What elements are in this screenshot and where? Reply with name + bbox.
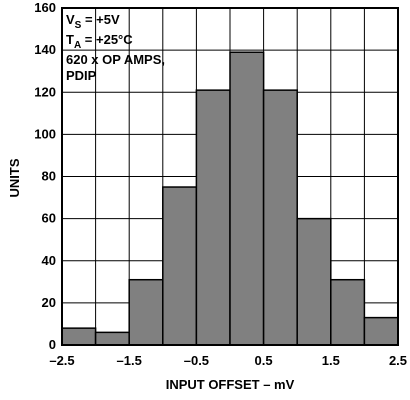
histogram-bar [296, 217, 332, 346]
conditions-annotation: VS = +5V TA = +25°C 620 x OP AMPS, PDIP [66, 12, 165, 83]
svg-text:VS = +5V: VS = +5V [66, 12, 120, 31]
y-axis-title: UNITS [7, 158, 22, 197]
y-tick-label: 140 [34, 42, 56, 57]
vs-symbol: V [66, 12, 75, 27]
x-tick-label: –1.5 [117, 353, 142, 368]
y-tick-label: 120 [34, 84, 56, 99]
plot-area-frame [61, 7, 399, 346]
histogram-bar [330, 278, 366, 346]
y-tick-label: 40 [42, 253, 56, 268]
bars [61, 51, 399, 346]
histogram-bar [94, 331, 130, 346]
ta-value: = +25°C [81, 32, 133, 47]
ta-subscript: A [74, 40, 81, 51]
histogram-bar [195, 89, 231, 346]
vs-value: = +5V [81, 12, 120, 27]
y-tick-label: 20 [42, 295, 56, 310]
vs-subscript: S [75, 20, 82, 31]
ta-symbol: T [66, 32, 74, 47]
histogram-bar [162, 186, 198, 346]
svg-text:TA = +25°C: TA = +25°C [66, 32, 133, 51]
sample-size-label: 620 x OP AMPS, [66, 52, 165, 67]
y-tick-label: 80 [42, 169, 56, 184]
package-label: PDIP [66, 68, 97, 83]
histogram-bar [363, 316, 399, 346]
y-tick-label: 100 [34, 126, 56, 141]
y-tick-label: 160 [34, 0, 56, 15]
x-tick-label: –2.5 [49, 353, 74, 368]
x-tick-label: –0.5 [184, 353, 209, 368]
y-tick-label: 60 [42, 211, 56, 226]
histogram-bar [262, 89, 298, 346]
histogram-bar [128, 278, 164, 346]
x-tick-label: 2.5 [389, 353, 407, 368]
x-tick-label: 0.5 [255, 353, 273, 368]
histogram-bar [229, 51, 265, 346]
y-tick-label: 0 [49, 337, 56, 352]
x-tick-label: 1.5 [322, 353, 340, 368]
histogram-bar [61, 327, 97, 346]
ticks: 0 20 40 60 80 100 120 140 160 –2.5 –1.5 –0.5 0.5 1.5 2… [34, 0, 407, 368]
x-axis-title: INPUT OFFSET – mV [166, 377, 295, 392]
